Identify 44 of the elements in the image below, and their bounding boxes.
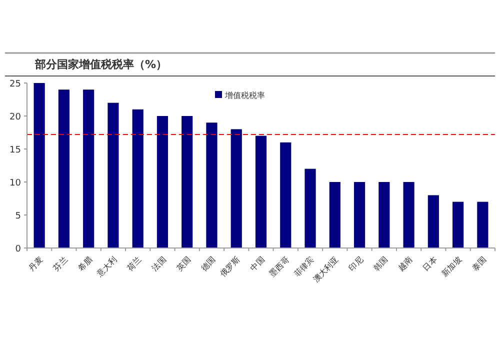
bar <box>58 90 70 248</box>
x-tick-label: 法国 <box>150 255 168 273</box>
bar <box>83 90 94 248</box>
x-tick-label: 英国 <box>174 255 193 273</box>
x-tick-label: 丹麦 <box>27 255 45 273</box>
chart-title: 部分国家增值税税率（%） <box>34 58 168 71</box>
y-tick-label: 0 <box>15 244 22 254</box>
x-tick-label: 中国 <box>248 255 266 273</box>
x-tick-label: 芬兰 <box>52 255 70 273</box>
x-tick-label: 墨西哥 <box>268 255 292 278</box>
x-tick-label: 泰国 <box>470 255 488 273</box>
x-tick-label: 德国 <box>199 255 218 273</box>
bar <box>452 202 464 248</box>
bar <box>108 102 119 248</box>
bar <box>182 116 193 248</box>
legend-label: 增值税税率 <box>224 91 265 100</box>
bar <box>34 83 45 248</box>
bar <box>428 195 439 248</box>
x-tick-label: 俄罗斯 <box>218 255 242 278</box>
bar <box>255 136 267 248</box>
bar <box>378 182 390 248</box>
x-tick-label: 荷兰 <box>126 255 144 273</box>
bar <box>206 122 218 248</box>
y-tick-label: 20 <box>10 112 22 122</box>
x-tick-label: 越南 <box>396 255 414 273</box>
y-tick-label: 15 <box>10 146 21 156</box>
y-tick-label: 10 <box>10 178 22 188</box>
bar <box>403 182 414 248</box>
y-tick-label: 5 <box>15 212 21 222</box>
bar <box>280 142 292 248</box>
y-tick-label: 25 <box>10 80 21 90</box>
x-tick-label: 希腊 <box>76 255 94 273</box>
x-tick-label: 印尼 <box>347 255 365 273</box>
bar <box>304 168 316 248</box>
bar <box>477 202 488 248</box>
bar <box>354 182 366 248</box>
x-tick-label: 韩国 <box>372 255 390 273</box>
bar <box>156 116 168 248</box>
x-tick-label: 新加坡 <box>440 255 464 278</box>
bar <box>329 182 340 248</box>
bar <box>230 129 242 248</box>
x-tick-label: 日本 <box>421 255 439 273</box>
bar <box>132 109 144 248</box>
x-tick-label: 意大利 <box>94 255 119 280</box>
